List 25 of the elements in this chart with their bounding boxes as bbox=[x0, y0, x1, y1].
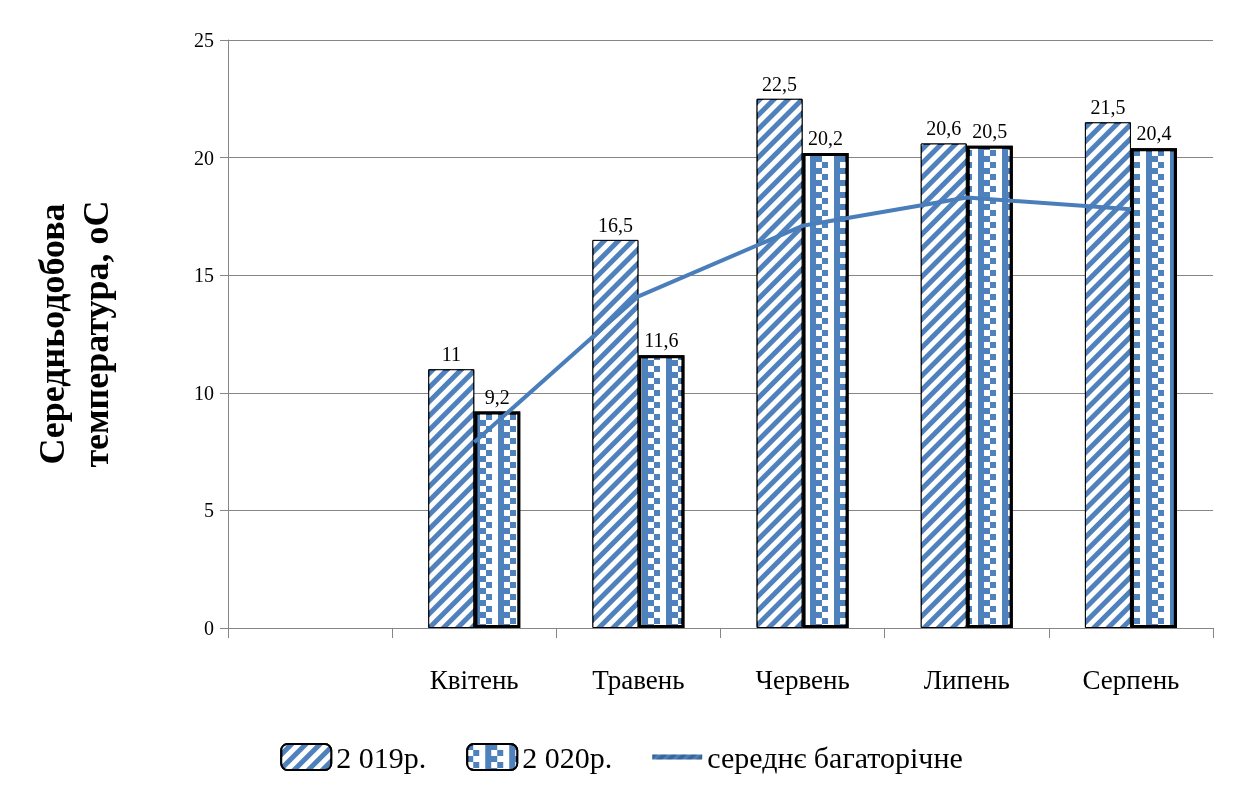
data-label: 22,5 bbox=[762, 72, 798, 95]
y-tick-label: 10 bbox=[194, 381, 214, 404]
y-tick-label: 0 bbox=[204, 617, 214, 639]
x-tick-label: Серпень bbox=[1082, 664, 1180, 695]
x-tick-label: Травень bbox=[592, 664, 685, 695]
x-tick-label: Липень bbox=[923, 664, 1010, 695]
data-label: 21,5 bbox=[1090, 96, 1126, 119]
y-tick-label: 25 bbox=[194, 29, 214, 51]
data-label: 20,5 bbox=[972, 119, 1008, 142]
data-label: 11 bbox=[441, 343, 461, 366]
x-tick-label: Червень bbox=[755, 664, 850, 695]
data-label: 20,6 bbox=[926, 117, 962, 140]
legend-label: 2 020р. bbox=[522, 740, 613, 774]
data-label: 11,6 bbox=[644, 329, 679, 352]
data-label: 16,5 bbox=[597, 213, 633, 236]
y-tick-label: 15 bbox=[194, 264, 214, 287]
legend-label: середнє багаторічне bbox=[707, 740, 963, 774]
x-tick-label: Квітень bbox=[429, 664, 519, 695]
data-label: 20,4 bbox=[1136, 122, 1172, 145]
y-tick-label: 5 bbox=[204, 499, 214, 522]
y-axis-title: Середньодобова температура, oC bbox=[32, 200, 116, 468]
data-label: 20,2 bbox=[808, 126, 844, 149]
y-tick-label: 20 bbox=[194, 146, 214, 169]
legend-label: 2 019р. bbox=[336, 740, 427, 774]
data-label: 9,2 bbox=[484, 385, 510, 408]
